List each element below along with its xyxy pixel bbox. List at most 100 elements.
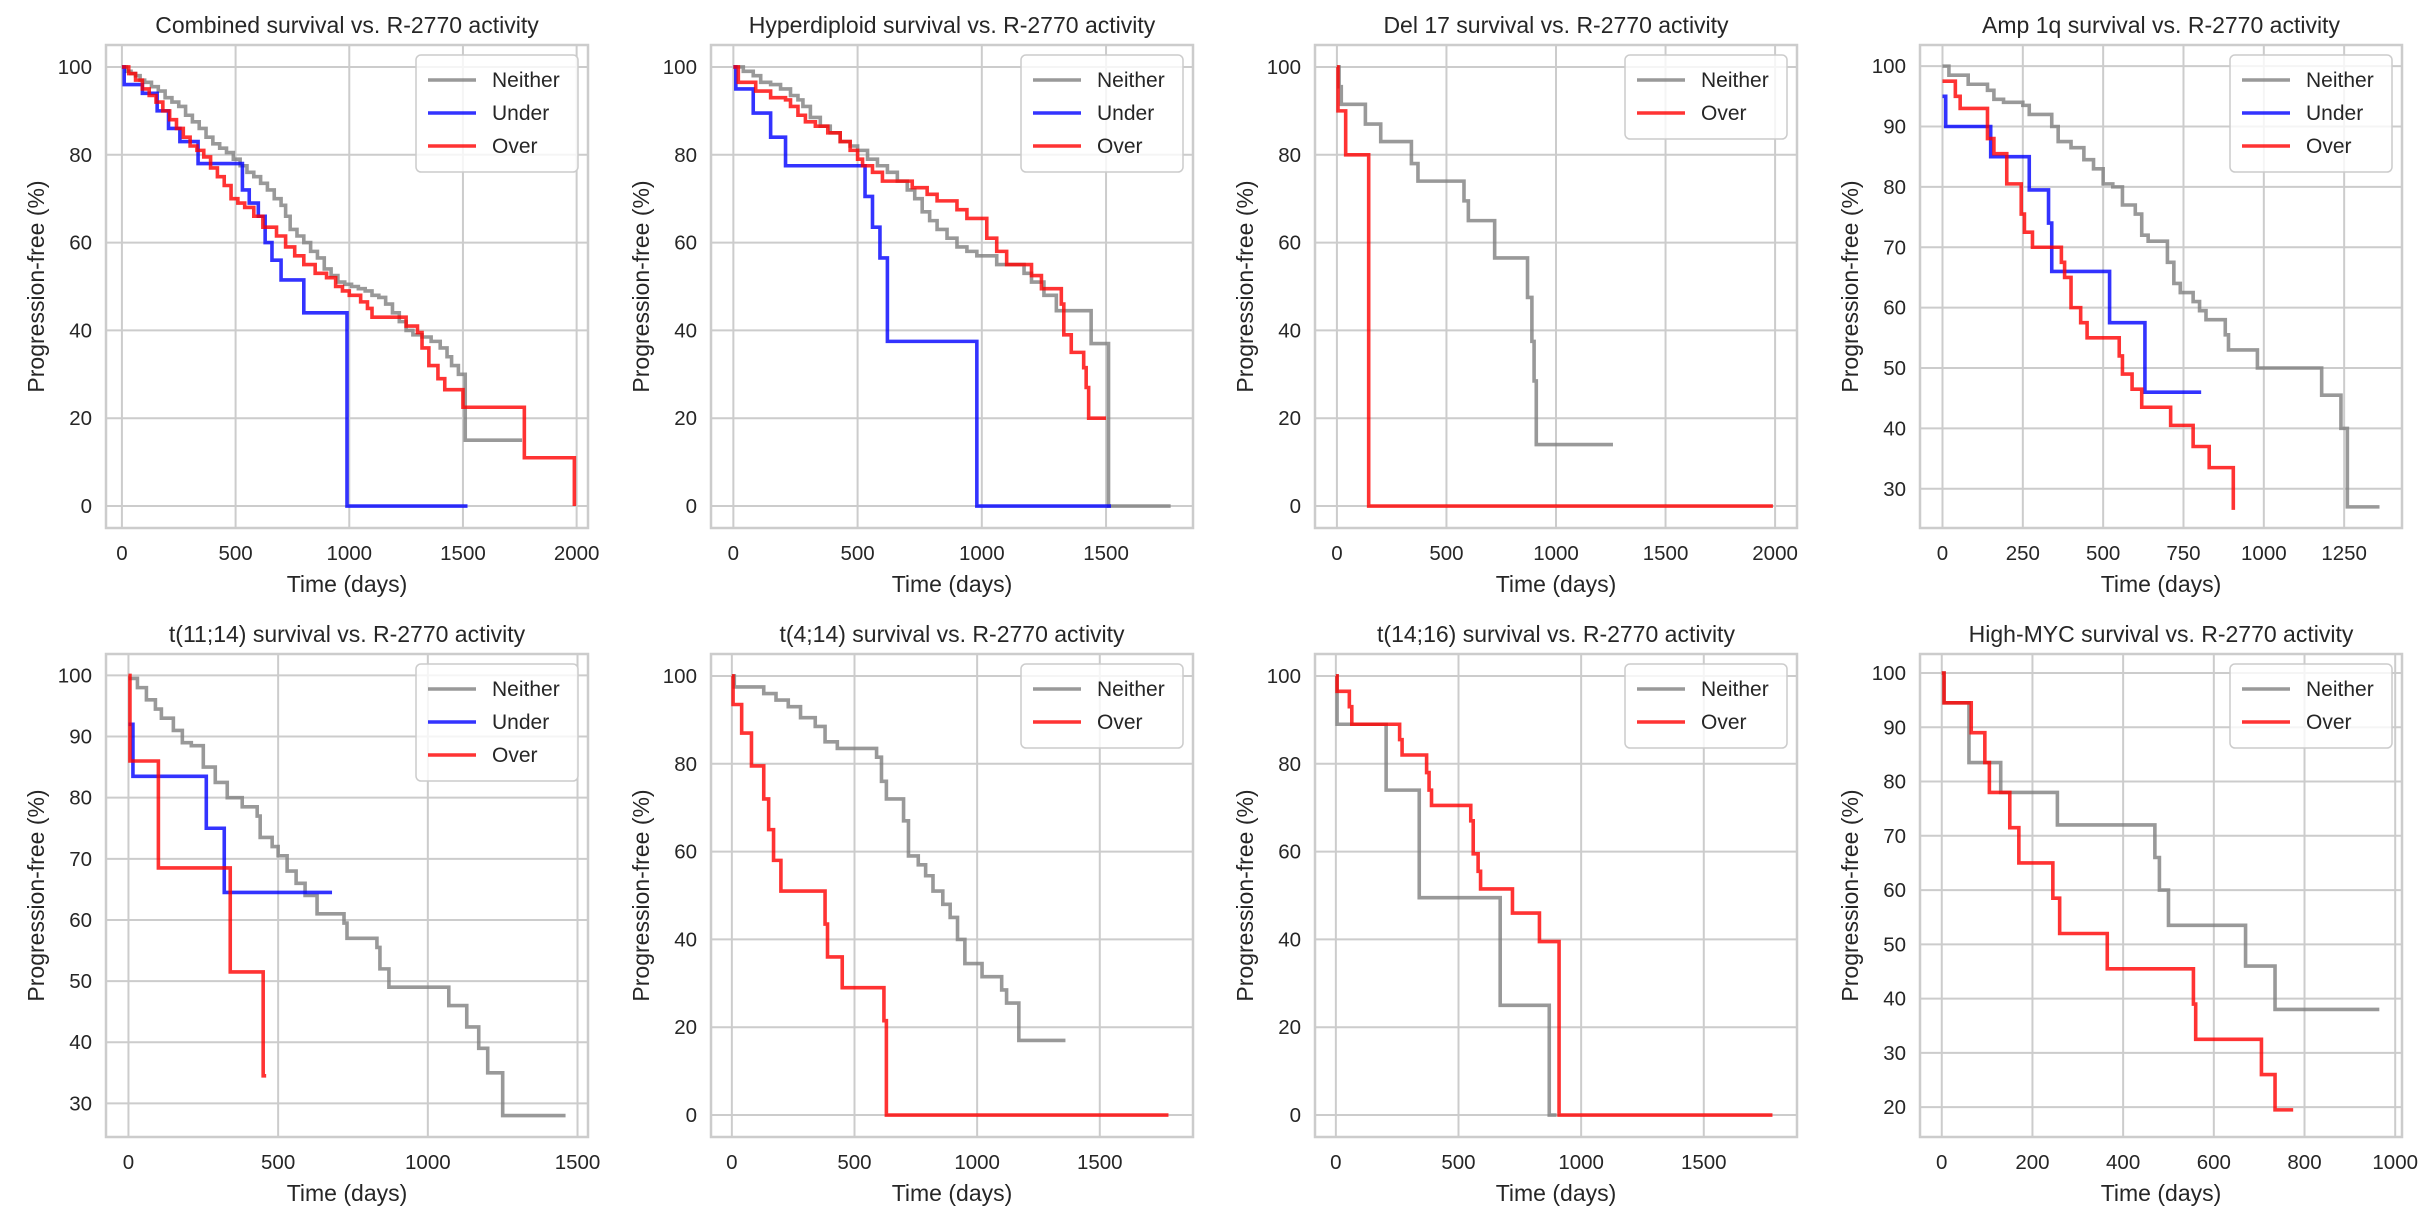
- legend-label-over: Over: [492, 744, 538, 767]
- y-tick-label: 40: [674, 928, 697, 951]
- y-tick-label: 70: [1883, 825, 1906, 848]
- y-tick-label: 100: [1871, 662, 1905, 685]
- y-tick-label: 90: [1883, 716, 1906, 739]
- y-tick-label: 40: [674, 319, 697, 342]
- x-axis-label: Time (days): [287, 1180, 408, 1206]
- plot-frame: [709, 43, 1194, 530]
- chart-svg: 0 250 500 750 1000 1250 30 40 50 60 70 80 90 100 Amp 1…: [1837, 12, 2403, 597]
- series-line-over: [1941, 79, 2235, 510]
- chart-title: High-MYC survival vs. R-2770 activity: [1968, 621, 2353, 647]
- series-line-over: [732, 65, 1106, 421]
- y-tick-label: 20: [674, 407, 697, 430]
- legend-label-neither: Neither: [2306, 678, 2374, 701]
- x-tick-label: 500: [2086, 542, 2120, 565]
- legend-label-over: Over: [1701, 711, 1747, 734]
- y-tick-label: 90: [1883, 116, 1906, 139]
- x-tick-label: 750: [2166, 542, 2200, 565]
- legend-box: [415, 663, 579, 782]
- x-tick-label: 500: [218, 542, 252, 565]
- legend-label-over: Over: [1701, 102, 1747, 125]
- legend-box: [1019, 663, 1184, 749]
- x-tick-label: 0: [123, 1151, 134, 1174]
- y-tick-label: 20: [69, 407, 92, 430]
- y-tick-label: 20: [1278, 1016, 1301, 1039]
- x-tick-label: 1500: [1681, 1151, 1727, 1174]
- legend-label-over: Over: [2306, 711, 2352, 734]
- series-line-neither: [128, 676, 566, 1118]
- x-tick-label: 0: [1936, 1151, 1947, 1174]
- y-tick-label: 70: [69, 848, 92, 871]
- x-axis-label: Time (days): [287, 571, 408, 597]
- series-line-under: [128, 722, 333, 895]
- x-tick-label: 200: [2015, 1151, 2049, 1174]
- series-line-neither: [1335, 674, 1557, 1117]
- legend-label-over: Over: [1097, 135, 1143, 158]
- legend-label-under: Under: [492, 711, 549, 734]
- plot-frame: [1918, 652, 2403, 1139]
- series-line-over: [1335, 674, 1773, 1117]
- y-axis-label: Progression-free (%): [23, 789, 49, 1001]
- chart-panel-1: 0 500 1000 1500 2000 0 20 40 60 80 100 Combined sur…: [0, 0, 604, 609]
- y-axis-label: Progression-free (%): [1232, 180, 1258, 392]
- legend-label-neither: Neither: [1701, 678, 1769, 701]
- y-axis-label: Progression-free (%): [628, 180, 654, 392]
- y-tick-label: 60: [674, 841, 697, 864]
- y-tick-label: 70: [1883, 236, 1906, 259]
- y-tick-label: 80: [1278, 144, 1301, 167]
- x-axis-label: Time (days): [2100, 1180, 2221, 1206]
- y-tick-label: 100: [58, 664, 92, 687]
- y-tick-label: 60: [1278, 841, 1301, 864]
- chart-title: Combined survival vs. R-2770 activity: [155, 12, 539, 38]
- y-tick-label: 0: [685, 1104, 696, 1127]
- x-axis-label: Time (days): [2100, 571, 2221, 597]
- chart-title: Hyperdiploid survival vs. R-2770 activit…: [748, 12, 1155, 38]
- x-tick-label: 1500: [440, 542, 486, 565]
- x-tick-label: 1500: [1076, 1151, 1122, 1174]
- legend-label-under: Under: [2306, 102, 2363, 125]
- legend-label-under: Under: [1097, 102, 1154, 125]
- y-tick-label: 90: [69, 726, 92, 749]
- y-tick-label: 60: [674, 232, 697, 255]
- y-tick-label: 40: [1883, 988, 1906, 1011]
- y-tick-label: 0: [1290, 495, 1301, 518]
- series-line-neither: [1941, 671, 2379, 1012]
- legend-box: [1624, 54, 1788, 140]
- x-tick-label: 500: [261, 1151, 295, 1174]
- legend-label-under: Under: [492, 102, 549, 125]
- x-tick-label: 0: [1331, 542, 1342, 565]
- series-line-under: [1941, 94, 2201, 394]
- y-tick-label: 40: [69, 1031, 92, 1054]
- y-tick-label: 100: [662, 665, 696, 688]
- series-line-over: [128, 673, 267, 1078]
- y-tick-label: 100: [1871, 55, 1905, 78]
- y-tick-label: 40: [1278, 928, 1301, 951]
- chart-svg: 0 500 1000 1500 2000 0 20 40 60 80 100 Del 17 survi…: [1232, 12, 1799, 597]
- x-tick-label: 0: [116, 542, 127, 565]
- chart-title: Del 17 survival vs. R-2770 activity: [1383, 12, 1729, 38]
- y-axis-label: Progression-free (%): [23, 180, 49, 392]
- series-line-over: [730, 674, 1168, 1117]
- legend: Neither Under Over: [1019, 54, 1184, 173]
- series-line-neither: [1941, 64, 2380, 509]
- plot-frame: [709, 652, 1194, 1139]
- y-tick-label: 80: [69, 144, 92, 167]
- y-tick-label: 0: [1290, 1104, 1301, 1127]
- series-line-over: [121, 65, 577, 507]
- y-tick-label: 40: [69, 319, 92, 342]
- x-tick-label: 500: [837, 1151, 871, 1174]
- y-tick-label: 80: [1883, 176, 1906, 199]
- y-tick-label: 80: [674, 753, 697, 776]
- plot-frame: [1918, 43, 2403, 530]
- x-tick-label: 2000: [1752, 542, 1798, 565]
- y-tick-label: 80: [1278, 753, 1301, 776]
- plot-frame: [1313, 43, 1799, 530]
- legend-box: [2228, 54, 2393, 173]
- series-line-under: [121, 65, 468, 508]
- y-tick-label: 100: [1267, 56, 1301, 79]
- y-tick-label: 60: [1883, 879, 1906, 902]
- legend-box: [2228, 663, 2393, 749]
- x-axis-label: Time (days): [1496, 1180, 1617, 1206]
- series-line-neither: [731, 674, 1065, 1043]
- x-tick-label: 1000: [2241, 542, 2287, 565]
- x-tick-label: 0: [727, 542, 738, 565]
